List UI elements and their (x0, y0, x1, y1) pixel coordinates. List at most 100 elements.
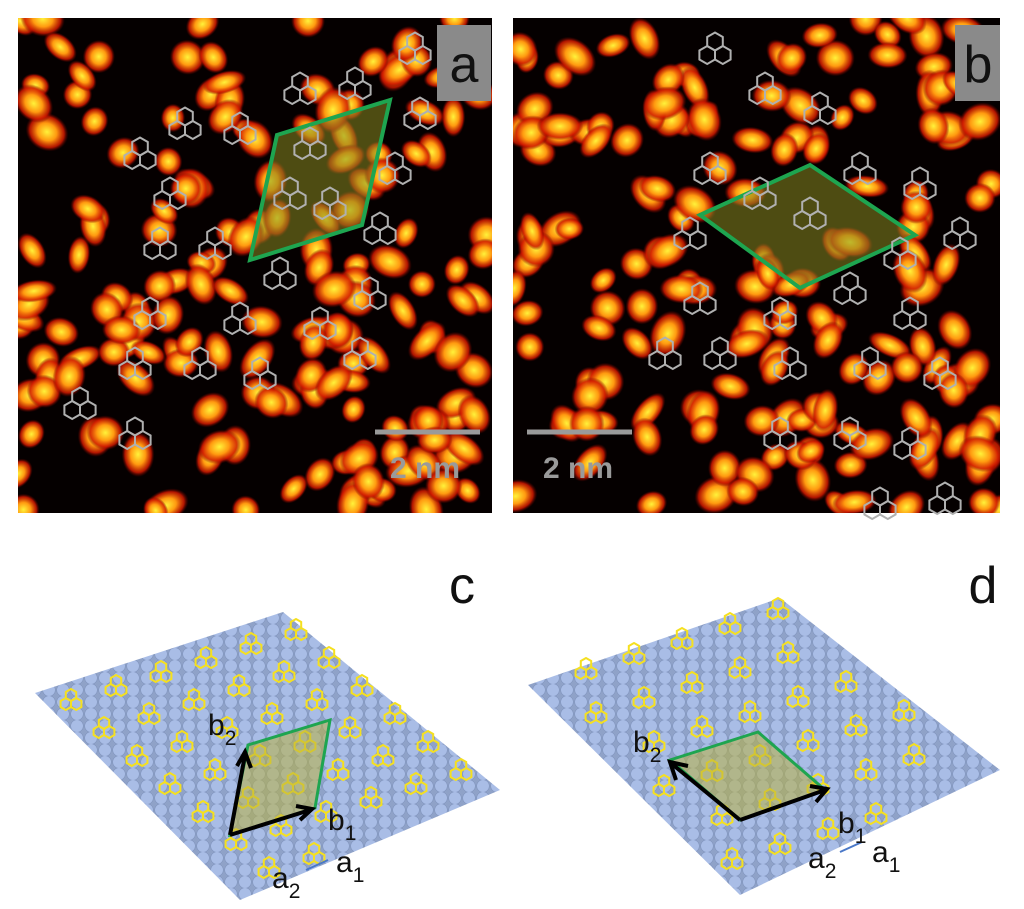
molecule-ring (331, 757, 345, 773)
vector-subscript: 1 (345, 822, 357, 845)
molecule-ring (701, 151, 719, 172)
molecule-ring (657, 773, 671, 789)
panel-label: d (969, 557, 998, 615)
stm-blob (169, 172, 202, 205)
stm-blob (443, 254, 470, 285)
stm-blob (18, 84, 54, 123)
molecule-ring (141, 296, 159, 317)
stm-blob (387, 291, 418, 331)
vector-base: b (328, 804, 345, 837)
molecule-ring (196, 799, 210, 815)
stm-blob (185, 18, 220, 40)
stm-blob (908, 427, 941, 471)
molecule-ring (307, 841, 321, 857)
scale-label: 2 nm (390, 452, 460, 485)
molecule-ring (907, 742, 921, 758)
molecule-ring (262, 855, 276, 871)
molecule-ring (376, 743, 390, 759)
molecule-ring (733, 655, 747, 671)
stm-blob (595, 33, 631, 58)
vector-base: b (633, 726, 650, 759)
molecule-ring (126, 346, 144, 367)
stm-blob (407, 321, 447, 361)
stm-blob (151, 295, 185, 335)
molecule-ring (725, 846, 739, 862)
vector-base: a (272, 862, 289, 895)
stm-blob (931, 243, 961, 286)
vector-base: b (208, 709, 225, 742)
molecule-ring (891, 236, 909, 257)
molecule-ring (361, 276, 379, 297)
molecule-ring (781, 346, 799, 367)
stm-blob (917, 107, 950, 145)
stm-blob (686, 97, 722, 142)
stm-blob (689, 414, 720, 446)
stm-blob (802, 132, 830, 165)
molecule-ring (751, 176, 769, 197)
stm-blob (457, 394, 491, 435)
scale-label: 2 nm (543, 452, 613, 485)
stm-blob (844, 174, 890, 198)
molecule-ring (841, 416, 859, 437)
stm-blob (642, 86, 687, 121)
stm-blob (154, 146, 183, 177)
molecule-ring (97, 715, 111, 731)
stm-blob (887, 18, 927, 35)
vector-base: a (808, 842, 825, 875)
molecule-ring (421, 729, 435, 745)
stm-blob (121, 431, 155, 478)
molecule-ring (364, 785, 378, 801)
molecule-ring (801, 728, 815, 744)
stm-blob (70, 194, 106, 224)
vector-subscript: 1 (889, 854, 901, 877)
stm-blob (80, 106, 109, 137)
molecule-ring (406, 31, 424, 52)
stm-blob (519, 211, 545, 251)
stm-blob (938, 372, 970, 409)
stm-blob (116, 359, 156, 397)
molecule-ring (371, 211, 389, 232)
stm-blob (513, 299, 544, 327)
vector-subscript: 2 (289, 880, 301, 903)
stm-blob (441, 96, 466, 138)
stm-blob (513, 269, 527, 307)
molecule-ring (647, 729, 661, 745)
molecule-ring (187, 687, 201, 703)
stm-blob (812, 321, 844, 360)
stm-blob (801, 22, 838, 49)
vector-subscript: 2 (650, 744, 662, 767)
stm-blob (579, 123, 613, 159)
stm-blob (86, 415, 125, 451)
molecule-ring (691, 281, 709, 302)
stm-blob (197, 429, 241, 465)
stm-blob (892, 249, 928, 294)
stm-blob (43, 31, 77, 63)
molecule-ring (265, 701, 279, 717)
stm-blob (407, 270, 436, 298)
stm-blob (609, 123, 645, 158)
molecule-ring (311, 306, 329, 327)
stm-blob (796, 439, 826, 464)
stm-blob (867, 42, 908, 69)
molecule-ring (695, 714, 709, 730)
stm-blob (621, 326, 654, 360)
stm-blob (572, 443, 608, 482)
molecule-ring (685, 670, 699, 686)
stm-blob (18, 279, 58, 303)
molecule-ring (199, 645, 213, 661)
stm-blob (97, 337, 131, 367)
stm-blob (18, 493, 40, 513)
molecule-ring (142, 701, 156, 717)
molecule-ring (251, 356, 269, 377)
stm-blob (815, 39, 855, 77)
vector-base: a (336, 846, 353, 879)
molecule-ring (206, 226, 224, 247)
stm-blob (649, 310, 687, 357)
molecule-ring (859, 757, 873, 773)
molecule-ring (861, 346, 879, 367)
molecule-ring (386, 151, 404, 172)
stm-blob (304, 457, 336, 492)
stm-blob (67, 60, 97, 92)
stm-blob (424, 468, 463, 504)
